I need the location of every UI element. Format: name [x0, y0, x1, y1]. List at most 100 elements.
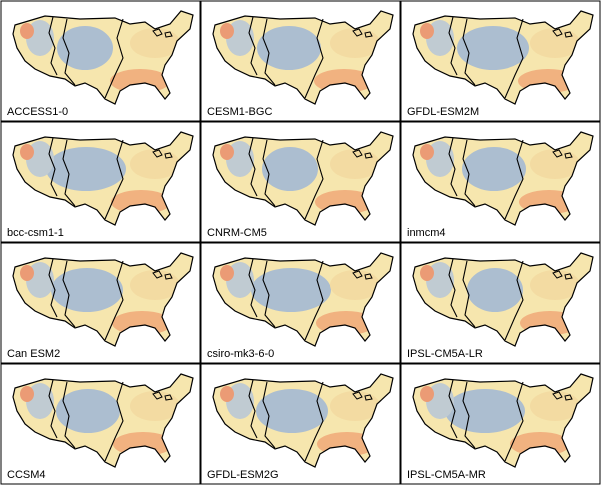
blue-region	[467, 268, 523, 312]
blue-region	[445, 389, 525, 433]
map-panel: IPSL-CM5A-LR	[400, 242, 601, 364]
lakes	[152, 391, 173, 401]
basin-boundary	[448, 137, 524, 220]
orange-region	[420, 386, 434, 402]
us-map	[212, 131, 394, 226]
panel-label: bcc-csm1-1	[7, 227, 64, 239]
light-region	[330, 391, 380, 421]
anomaly-field	[220, 141, 380, 214]
blue-region	[257, 26, 321, 70]
panel-label: GFDL-ESM2M	[407, 106, 479, 118]
light-region	[330, 270, 380, 300]
us-map	[12, 373, 194, 468]
anomaly-field	[420, 262, 580, 335]
anomaly-field	[20, 262, 180, 335]
anomaly-field	[20, 20, 180, 93]
basin-boundary	[48, 379, 124, 462]
us-map	[412, 252, 594, 347]
panel-label: CCSM4	[7, 469, 46, 481]
blue-region	[51, 268, 123, 312]
blue-region	[262, 147, 318, 191]
lakes	[552, 28, 573, 38]
blue-region	[462, 147, 526, 191]
orange-region	[20, 265, 34, 281]
lakes	[552, 270, 573, 280]
anomaly-field	[20, 383, 180, 456]
orange-region	[20, 23, 34, 39]
panel-label: IPSL-CM5A-MR	[407, 469, 486, 481]
map-panel: CESM1-BGC	[200, 0, 401, 122]
lakes	[152, 270, 173, 280]
light-region	[130, 391, 180, 421]
orange-region	[420, 144, 434, 160]
lakes	[552, 391, 573, 401]
map-panel: csiro-mk3-6-0	[200, 242, 401, 364]
basin-boundary	[448, 16, 524, 99]
basin-boundary	[448, 258, 524, 341]
orange-region	[220, 265, 234, 281]
blue-region	[457, 26, 529, 70]
anomaly-field	[20, 141, 180, 214]
basin-boundary	[248, 16, 324, 99]
map-panel: CCSM4	[0, 363, 201, 485]
blue-region	[46, 147, 126, 191]
basin-boundary	[48, 16, 124, 99]
panel-label: inmcm4	[407, 227, 446, 239]
lakes	[152, 28, 173, 38]
light-region	[130, 28, 180, 58]
panel-label: IPSL-CM5A-LR	[407, 348, 483, 360]
panel-label: ACCESS1-0	[7, 106, 68, 118]
us-map	[12, 131, 194, 226]
map-panel: ACCESS1-0	[0, 0, 201, 122]
us-map	[412, 373, 594, 468]
orange-region	[20, 386, 34, 402]
anomaly-field	[420, 20, 580, 93]
basin-boundary	[248, 258, 324, 341]
us-map	[412, 131, 594, 226]
lakes	[552, 149, 573, 159]
blue-region	[56, 389, 120, 433]
basin-boundary	[48, 137, 124, 220]
panel-label: CESM1-BGC	[207, 106, 272, 118]
light-region	[130, 149, 180, 179]
lakes	[152, 149, 173, 159]
light-region	[530, 149, 580, 179]
map-panel: Can ESM2	[0, 242, 201, 364]
orange-region	[220, 144, 234, 160]
basin-boundary	[248, 137, 324, 220]
light-region	[130, 270, 180, 300]
orange-region	[220, 386, 234, 402]
lakes	[352, 391, 373, 401]
map-panel: CNRM-CM5	[200, 121, 401, 243]
blue-region	[256, 389, 328, 433]
panel-label: Can ESM2	[7, 348, 60, 360]
map-panel: inmcm4	[400, 121, 601, 243]
basin-boundary	[48, 258, 124, 341]
panel-label: CNRM-CM5	[207, 227, 267, 239]
light-region	[330, 28, 380, 58]
light-region	[530, 28, 580, 58]
light-region	[530, 391, 580, 421]
orange-region	[420, 265, 434, 281]
basin-boundary	[448, 379, 524, 462]
light-region	[330, 149, 380, 179]
us-map	[12, 10, 194, 105]
anomaly-field	[420, 141, 580, 214]
lakes	[352, 270, 373, 280]
blue-region	[251, 268, 331, 312]
anomaly-field	[420, 383, 580, 456]
orange-region	[220, 23, 234, 39]
blue-region	[57, 26, 113, 70]
map-panel: GFDL-ESM2G	[200, 363, 401, 485]
lakes	[352, 28, 373, 38]
map-panel: GFDL-ESM2M	[400, 0, 601, 122]
map-panel: bcc-csm1-1	[0, 121, 201, 243]
map-panel: IPSL-CM5A-MR	[400, 363, 601, 485]
us-map	[12, 252, 194, 347]
orange-region	[420, 23, 434, 39]
panel-label: csiro-mk3-6-0	[207, 348, 274, 360]
basin-boundary	[248, 379, 324, 462]
panel-label: GFDL-ESM2G	[207, 469, 279, 481]
light-region	[530, 270, 580, 300]
